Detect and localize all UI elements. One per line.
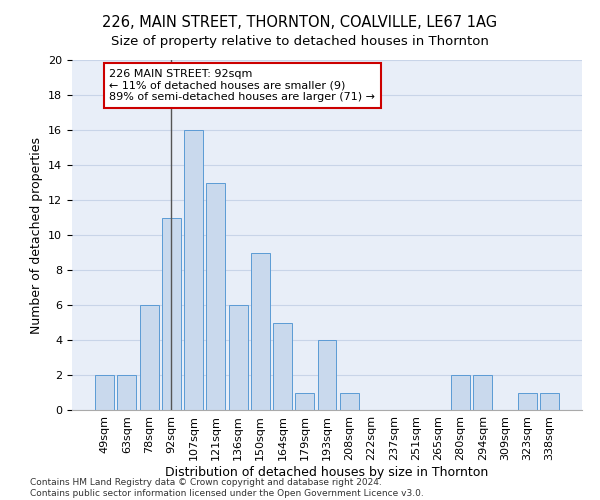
Text: Size of property relative to detached houses in Thornton: Size of property relative to detached ho…	[111, 35, 489, 48]
Text: 226 MAIN STREET: 92sqm
← 11% of detached houses are smaller (9)
89% of semi-deta: 226 MAIN STREET: 92sqm ← 11% of detached…	[109, 69, 375, 102]
Bar	[184, 130, 203, 410]
Y-axis label: Number of detached properties: Number of detached properties	[29, 136, 43, 334]
Bar	[317, 340, 337, 410]
X-axis label: Distribution of detached houses by size in Thornton: Distribution of detached houses by size …	[166, 466, 488, 478]
Bar	[140, 305, 158, 410]
Bar	[451, 375, 470, 410]
Bar	[518, 392, 536, 410]
Bar	[162, 218, 181, 410]
Bar	[206, 182, 225, 410]
Bar	[295, 392, 314, 410]
Bar	[473, 375, 492, 410]
Bar	[273, 322, 292, 410]
Bar	[95, 375, 114, 410]
Bar	[540, 392, 559, 410]
Bar	[251, 252, 270, 410]
Bar	[118, 375, 136, 410]
Text: Contains HM Land Registry data © Crown copyright and database right 2024.
Contai: Contains HM Land Registry data © Crown c…	[30, 478, 424, 498]
Bar	[340, 392, 359, 410]
Text: 226, MAIN STREET, THORNTON, COALVILLE, LE67 1AG: 226, MAIN STREET, THORNTON, COALVILLE, L…	[103, 15, 497, 30]
Bar	[229, 305, 248, 410]
